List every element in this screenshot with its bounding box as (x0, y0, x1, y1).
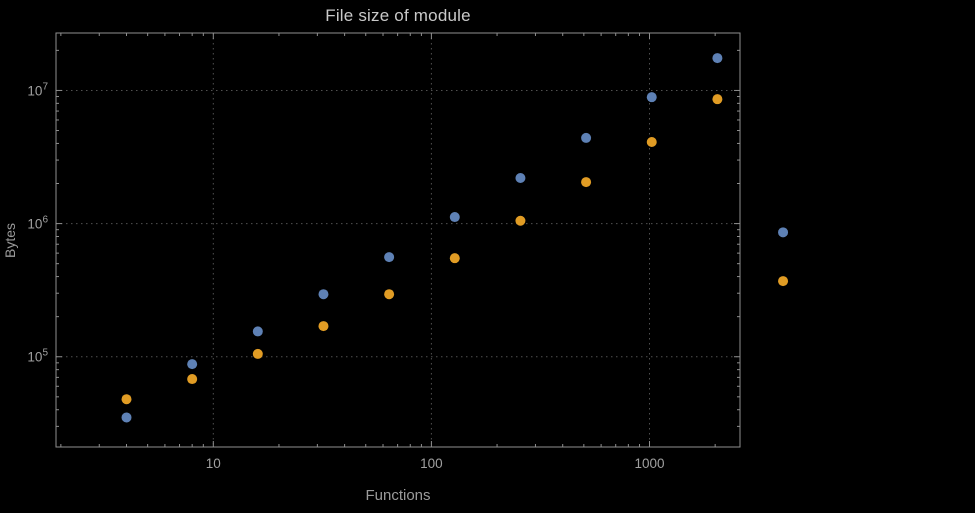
chart-title: File size of module (325, 6, 471, 25)
data-point-blue-series (778, 227, 789, 238)
data-point-blue-series (515, 172, 526, 183)
plot-frame (55, 32, 741, 448)
y-axis-label: Bytes (2, 222, 18, 258)
data-point-orange-series (121, 394, 132, 405)
data-point-blue-series (384, 252, 395, 263)
x-tick-label: 1000 (634, 456, 664, 471)
x-tick-label: 10 (206, 456, 221, 471)
data-point-blue-series (581, 132, 592, 143)
data-point-orange-series (318, 321, 329, 332)
data-point-blue-series (646, 92, 657, 103)
data-point-orange-series (581, 177, 592, 188)
x-tick-label: 100 (420, 456, 443, 471)
data-point-orange-series (712, 94, 723, 105)
data-point-blue-series (449, 212, 460, 223)
data-point-blue-series (187, 359, 198, 370)
x-axis-label: Functions (365, 487, 431, 504)
data-point-orange-series (646, 136, 657, 147)
data-point-orange-series (449, 253, 460, 264)
data-point-orange-series (252, 348, 263, 359)
data-point-orange-series (187, 374, 198, 385)
y-tick-label: 105 (27, 348, 48, 365)
y-tick-label: 106 (27, 215, 48, 232)
data-point-blue-series (712, 53, 723, 64)
data-point-orange-series (515, 215, 526, 226)
data-point-blue-series (121, 412, 132, 423)
data-point-orange-series (384, 289, 395, 300)
data-point-orange-series (778, 276, 789, 287)
y-tick-label: 107 (27, 81, 48, 98)
data-point-blue-series (318, 289, 329, 300)
data-point-blue-series (252, 326, 263, 337)
